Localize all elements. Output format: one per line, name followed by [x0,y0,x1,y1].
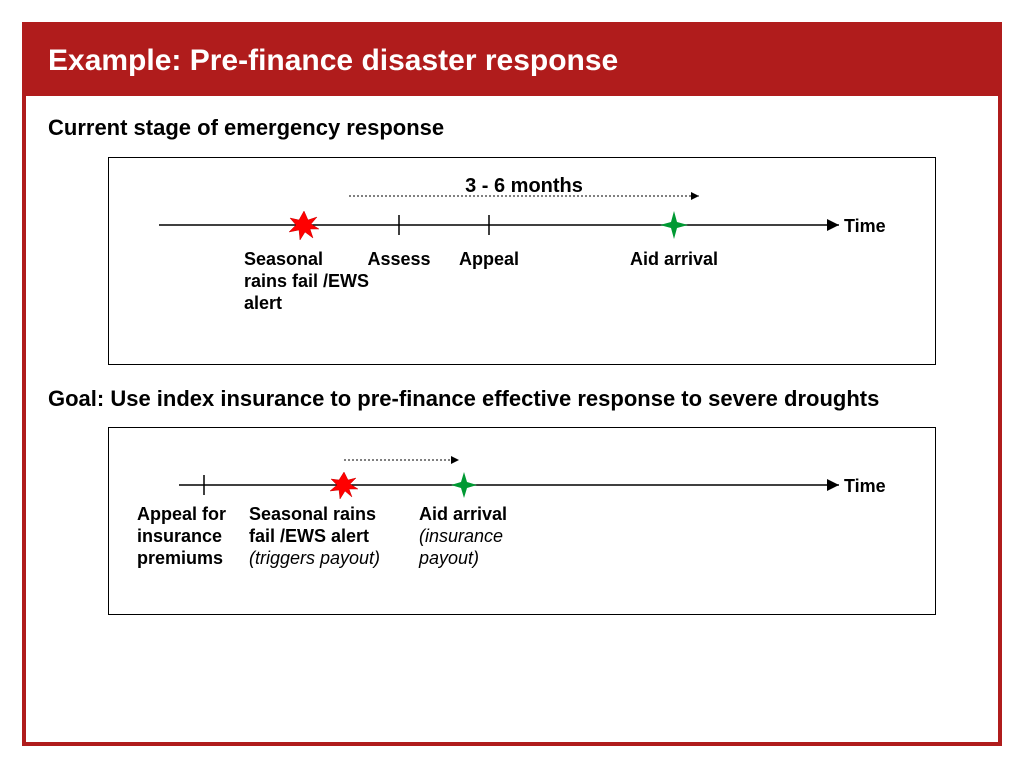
slide-content: Current stage of emergency response 3 - … [26,96,998,645]
label-seasonal: Seasonal rains fail /EWS alert [244,249,374,313]
section2-heading: Goal: Use index insurance to pre-finance… [48,385,976,414]
slide-title: Example: Pre-finance disaster response [48,44,618,77]
sparkle-icon-2 [451,472,477,498]
timeline2-box: Time Appeal for insurance premiums [108,427,936,615]
timeline1-svg: 3 - 6 months Time Seas [119,170,939,350]
slide-frame: Example: Pre-finance disaster response C… [22,22,1002,746]
time-label-2: Time [844,476,886,496]
time-label-1: Time [844,216,886,236]
title-bar: Example: Pre-finance disaster response [26,26,998,96]
section1-heading: Current stage of emergency response [48,114,976,143]
label-appeal-premiums: Appeal for insurance premiums [137,504,231,568]
sparkle-icon [660,211,688,239]
label-assess: Assess [367,249,430,269]
timeline1-box: 3 - 6 months Time Seas [108,157,936,365]
label-aid-2: Aid arrival (insurance payout) [418,504,512,568]
label-appeal: Appeal [459,249,519,269]
label-aid: Aid arrival [630,249,718,269]
label-seasonal-2: Seasonal rains fail /EWS alert (triggers… [249,504,381,568]
timeline2-svg: Time Appeal for insurance premiums [119,440,939,600]
span-label-1: 3 - 6 months [465,175,583,197]
